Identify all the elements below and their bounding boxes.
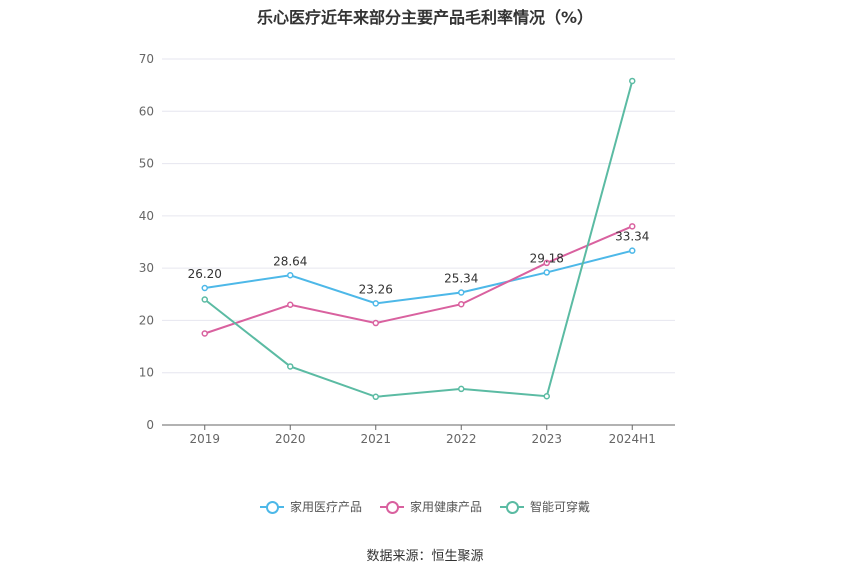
data-label: 28.64 [273,254,307,268]
data-point [458,385,465,393]
data-point [287,363,294,370]
legend-marker-icon [259,500,284,514]
legend-item[interactable]: 家用健康产品 [379,498,482,515]
y-axis: 0 10 20 30 40 50 60 70 [139,52,154,432]
y-tick-label: 60 [139,104,154,118]
legend-label: 家用医疗产品 [289,500,362,514]
data-label: 26.20 [188,267,222,281]
x-tick-label: 2020 [275,432,306,446]
legend-label: 家用健康产品 [409,500,482,514]
chart-title: 乐心医疗近年来部分主要产品毛利率情况（%） [256,8,594,27]
data-point [372,393,379,401]
legend-marker-icon [500,500,524,514]
data-label: 33.34 [615,230,649,244]
data-label: 23.26 [359,282,393,296]
legend-item[interactable]: 家用医疗产品 [259,498,362,515]
x-axis: 2019 2020 2021 2022 2023 2024H1 [162,424,675,446]
series-layer [201,77,636,401]
data-point [543,392,550,400]
data-point [629,77,636,85]
data-labels: 26.20 28.64 23.26 25.34 29.18 33.34 [188,230,650,297]
data-point [543,259,550,267]
data-point [458,289,465,296]
legend-marker-icon [379,500,404,514]
data-point [201,330,208,337]
y-tick-label: 40 [139,209,154,223]
x-tick-label: 2023 [531,432,562,446]
data-point [458,300,465,308]
x-tick-label: 2019 [189,432,220,446]
series-line [204,80,634,398]
series-line [204,225,633,335]
data-point [543,269,550,276]
y-tick-label: 50 [139,157,154,171]
x-tick-label: 2022 [446,432,477,446]
data-point [629,223,636,230]
data-point [287,272,294,279]
x-tick-label: 2021 [360,432,391,446]
data-label: 25.34 [444,272,478,286]
legend-label: 智能可穿戴 [530,500,591,514]
data-point [201,296,208,303]
y-tick-label: 30 [139,261,154,275]
y-tick-label: 10 [139,366,154,380]
y-tick-label: 70 [139,52,154,66]
y-tick-label: 0 [146,418,154,432]
y-tick-label: 20 [139,313,154,327]
data-point [372,300,379,307]
legend-item[interactable]: 智能可穿戴 [500,498,590,515]
data-label: 29.18 [530,251,564,265]
grid [162,58,675,374]
series-line [204,249,633,305]
data-point [372,319,379,327]
x-tick-label: 2024H1 [609,432,656,446]
legend: 家用医疗产品 家用健康产品 智能可穿戴 [0,498,850,515]
data-point [629,247,636,254]
source-note: 数据来源：恒生聚源 [366,549,484,564]
line-chart: 0 10 20 30 40 50 60 70 2019 2020 2021 2022 2023 2024… [139,52,675,446]
data-point [287,301,294,308]
data-point [201,284,208,292]
